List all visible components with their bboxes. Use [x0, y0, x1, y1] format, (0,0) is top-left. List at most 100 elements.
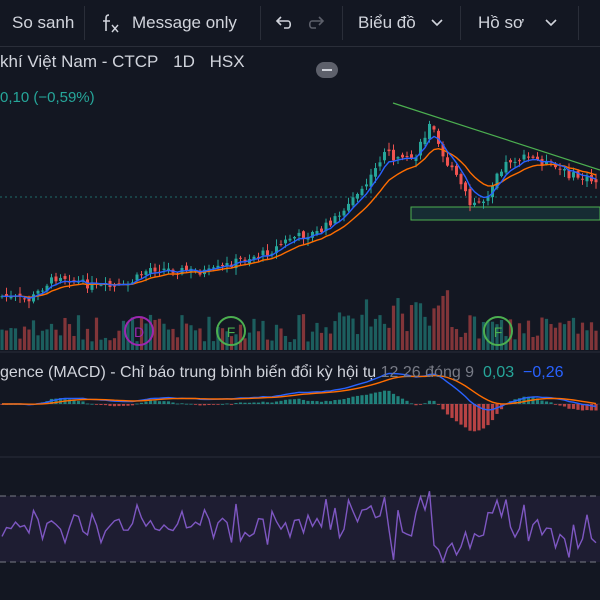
- histogram-bar: [90, 403, 94, 405]
- histogram-bar: [409, 403, 414, 405]
- histogram-bar: [184, 403, 189, 405]
- histogram-bar: [522, 396, 526, 404]
- histogram-bar: [99, 404, 103, 406]
- histogram-bar: [364, 394, 369, 404]
- volume-bar: [481, 322, 486, 350]
- volume-bar: [486, 320, 490, 350]
- volume-bars: [0, 290, 598, 350]
- rsi-line: [1, 491, 597, 564]
- ma-fast-line: [1, 135, 597, 300]
- candle-body: [432, 126, 436, 130]
- candle-body: [423, 137, 427, 145]
- candle-body: [32, 294, 35, 302]
- histogram-bar: [472, 404, 477, 432]
- volume-bar: [454, 329, 459, 350]
- volume-bar: [157, 318, 162, 350]
- volume-bar: [274, 324, 279, 350]
- candle-body: [585, 176, 589, 182]
- histogram-bar: [400, 398, 405, 404]
- volume-bar: [18, 338, 22, 350]
- volume-bar: [414, 302, 418, 350]
- volume-bar: [13, 328, 18, 350]
- candle-body: [72, 280, 76, 282]
- histogram-bar: [279, 400, 283, 404]
- volume-bar: [27, 329, 31, 350]
- compare-button[interactable]: So sanh: [12, 0, 74, 46]
- candle-body: [581, 178, 584, 180]
- event-marker-d[interactable]: D: [124, 316, 154, 346]
- toolbar-divider: [460, 6, 461, 40]
- candle-body: [342, 210, 346, 216]
- profile-dropdown[interactable]: Hồ sơ: [478, 0, 558, 46]
- histogram-bar: [292, 399, 297, 404]
- volume-bar: [382, 323, 387, 350]
- undo-button[interactable]: [272, 0, 294, 46]
- chevron-down-icon: [545, 19, 557, 27]
- histogram-bar: [274, 401, 279, 404]
- candle-body: [473, 202, 476, 206]
- histogram-bar: [211, 404, 216, 405]
- macd-legend[interactable]: gence (MACD) - Chỉ báo trung bình biến đ…: [0, 364, 563, 382]
- histogram-bar: [576, 404, 580, 410]
- histogram-bar: [139, 402, 144, 404]
- histogram-bar: [517, 398, 522, 404]
- chart-type-label: Biểu đồ: [358, 13, 416, 32]
- collapse-legend-button[interactable]: [316, 62, 338, 78]
- symbol-name: khí Việt Nam - CTCP: [0, 52, 159, 71]
- volume-bar: [301, 314, 306, 350]
- volume-bar: [76, 315, 81, 350]
- histogram-bar: [441, 404, 445, 410]
- histogram-bar: [535, 398, 540, 404]
- candle-body: [221, 265, 224, 267]
- histogram-bar: [157, 401, 162, 404]
- histogram-bar: [360, 395, 364, 404]
- event-marker-f[interactable]: F: [216, 316, 246, 346]
- volume-bar: [405, 331, 409, 350]
- symbol-legend[interactable]: khí Việt Nam - CTCP 1D HSX: [0, 52, 255, 72]
- volume-bar: [306, 341, 310, 350]
- redo-button[interactable]: [306, 0, 328, 46]
- volume-bar: [72, 335, 76, 350]
- candle-body: [90, 282, 94, 290]
- message-only-label: Message only: [132, 13, 237, 32]
- candle-body: [23, 298, 26, 300]
- candle-body: [293, 236, 296, 239]
- candle-body: [153, 267, 157, 272]
- chart-canvas[interactable]: D F F: [0, 46, 600, 600]
- support-zone[interactable]: [410, 206, 600, 221]
- volume-bar: [63, 317, 67, 350]
- volume-bar: [180, 315, 184, 350]
- histogram-bar: [130, 404, 135, 406]
- candle-body: [360, 188, 364, 196]
- volume-bar: [211, 341, 216, 350]
- volume-bar: [567, 320, 571, 350]
- volume-bar: [355, 334, 360, 350]
- candle-body: [536, 156, 539, 160]
- symbol-exchange: HSX: [209, 52, 245, 71]
- trendline[interactable]: [392, 102, 600, 171]
- volume-bar: [585, 330, 589, 350]
- volume-bar: [252, 318, 256, 350]
- toolbar-divider: [84, 6, 85, 40]
- volume-bar: [292, 339, 297, 350]
- volume-bar: [445, 290, 450, 350]
- candle-body: [383, 152, 386, 161]
- chart-type-dropdown[interactable]: Biểu đồ: [358, 0, 444, 46]
- volume-bar: [526, 320, 531, 350]
- volume-bar: [337, 312, 342, 350]
- candle-body: [59, 277, 62, 282]
- volume-bar: [540, 317, 544, 350]
- candle-body: [252, 256, 256, 260]
- candle-body: [243, 259, 247, 261]
- histogram-bar: [333, 400, 337, 404]
- candle-body: [477, 201, 481, 203]
- compare-label: So sanh: [12, 13, 75, 32]
- volume-bar: [99, 339, 103, 350]
- volume-bar: [432, 308, 436, 350]
- event-marker-f[interactable]: F: [483, 316, 513, 346]
- message-only-button[interactable]: Message only: [100, 0, 237, 46]
- volume-bar: [9, 328, 13, 350]
- candle-body: [149, 268, 152, 274]
- candle-body: [41, 290, 44, 292]
- histogram-bar: [306, 400, 310, 404]
